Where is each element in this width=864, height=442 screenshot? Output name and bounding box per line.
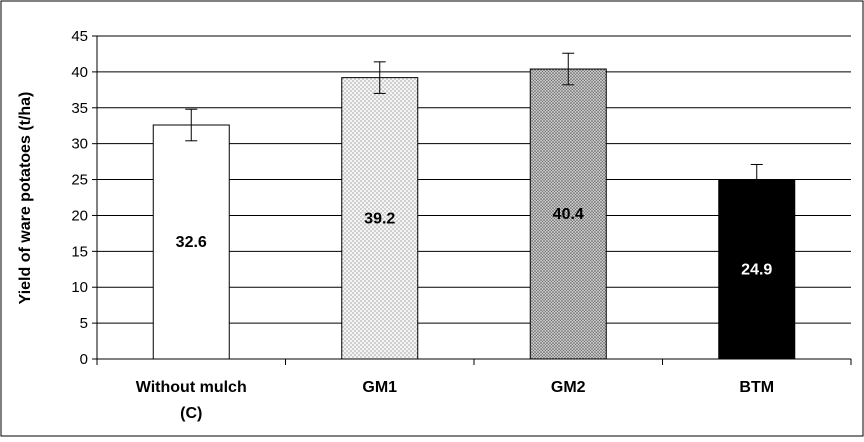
y-tick-label: 5 xyxy=(80,315,88,332)
y-tick-label: 40 xyxy=(71,64,88,81)
data-label: 32.6 xyxy=(176,234,207,251)
y-tick-label: 30 xyxy=(71,136,88,153)
x-category-label: BTM xyxy=(739,379,774,396)
y-tick-label: 15 xyxy=(71,243,88,260)
x-category-label: GM2 xyxy=(551,379,586,396)
y-axis-title: Yield of ware potatoes (t/ha) xyxy=(17,92,34,305)
y-tick-label: 10 xyxy=(71,279,88,296)
data-label: 39.2 xyxy=(364,210,395,227)
y-tick-label: 25 xyxy=(71,172,88,189)
bar-1 xyxy=(152,124,230,360)
labels: 0 5 10 15 20 25 30 35 40 45 32.6 Without mulch (C) 39… xyxy=(71,28,774,422)
x-category-label-line2: (C) xyxy=(180,405,202,422)
y-tick-label: 35 xyxy=(71,100,88,117)
y-tick-label: 45 xyxy=(71,28,88,45)
bar-3 xyxy=(529,68,607,360)
y-tick-label: 20 xyxy=(71,207,88,224)
x-category-label: Without mulch xyxy=(136,379,247,396)
data-label: 40.4 xyxy=(553,206,584,223)
x-category-label: GM1 xyxy=(362,379,397,396)
y-tick-label: 0 xyxy=(80,351,88,368)
data-label: 24.9 xyxy=(741,262,772,279)
bars xyxy=(152,52,796,360)
bar-2 xyxy=(341,77,419,360)
